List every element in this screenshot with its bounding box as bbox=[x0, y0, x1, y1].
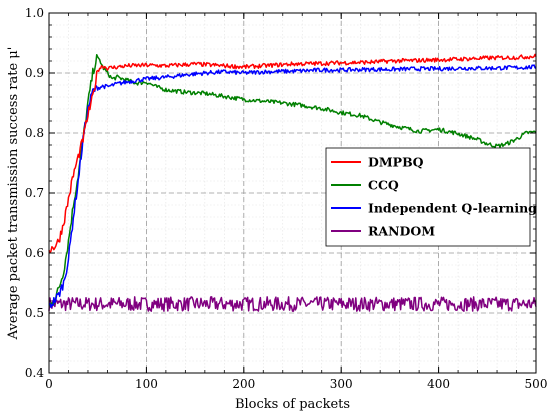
x-tick-label: 300 bbox=[330, 377, 353, 391]
x-tick-label: 0 bbox=[45, 377, 53, 391]
series-line-ccq bbox=[48, 53, 537, 307]
series-line-random bbox=[48, 296, 537, 312]
x-tick-label: 100 bbox=[135, 377, 158, 391]
y-tick-label: 0.5 bbox=[25, 306, 44, 320]
x-tick-label: 500 bbox=[525, 377, 548, 391]
legend-label: CCQ bbox=[368, 178, 399, 193]
y-axis-title: Average packet transmission success rate… bbox=[6, 47, 21, 341]
series-line-dmpbq bbox=[48, 53, 537, 254]
y-tick-label: 0.6 bbox=[25, 246, 44, 260]
y-tick-label: 1.0 bbox=[25, 6, 44, 20]
x-tick-label: 400 bbox=[427, 377, 450, 391]
legend-box bbox=[325, 147, 531, 247]
legend-label: Independent Q-learning bbox=[368, 201, 537, 216]
series-layer bbox=[48, 53, 537, 312]
series-line-independent-q-learning bbox=[48, 64, 537, 309]
y-tick-label: 0.4 bbox=[25, 366, 44, 380]
x-tick-label: 200 bbox=[232, 377, 255, 391]
legend-label: RANDOM bbox=[368, 224, 435, 239]
x-axis-title: Blocks of packets bbox=[235, 397, 350, 412]
legend-label: DMPBQ bbox=[368, 155, 424, 170]
legend: DMPBQ CCQ Independent Q-learning RANDOM bbox=[325, 147, 537, 247]
axis-ticks: 0 100 200 300 400 500 0.4 0.5 0.6 0.7 0.8 0.9 1.0 bbox=[25, 6, 548, 391]
y-tick-label: 0.7 bbox=[25, 186, 44, 200]
y-tick-label: 0.8 bbox=[25, 126, 44, 140]
y-tick-label: 0.9 bbox=[25, 66, 44, 80]
